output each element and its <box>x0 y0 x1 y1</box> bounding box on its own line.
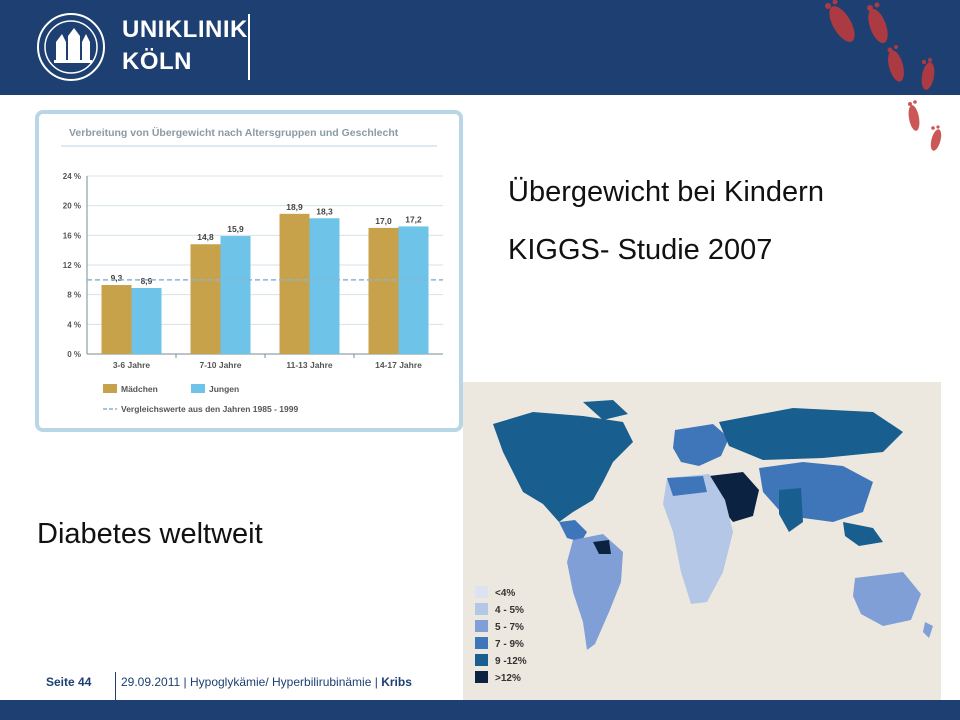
chart-bar <box>309 218 340 354</box>
map-legend-swatch <box>475 671 488 683</box>
chart-ytick-label: 24 % <box>63 172 81 181</box>
footer-topic: Hypoglykämie/ Hyperbilirubinämie <box>189 675 372 689</box>
chart-legend-swatch <box>103 384 117 393</box>
overweight-bar-chart: Verbreitung von Übergewicht nach Altersg… <box>61 126 443 414</box>
chart-ytick-label: 8 % <box>67 291 81 300</box>
slide-title-overweight: Übergewicht bei Kindern <box>508 176 824 208</box>
chart-data-label: 18,9 <box>286 202 303 212</box>
footer-info: 29.09.2011 | Hypoglykämie/ Hyperbilirubi… <box>121 675 412 689</box>
map-legend-swatch <box>475 654 488 666</box>
map-region-north-america <box>493 412 633 522</box>
map-legend-swatch <box>475 586 488 598</box>
chart-data-label: 17,0 <box>375 216 392 226</box>
map-region-south-america <box>567 534 623 650</box>
overweight-chart-panel: Verbreitung von Übergewicht nach Altersg… <box>35 110 463 432</box>
map-region-australia <box>853 572 921 626</box>
map-region-central-america <box>559 520 587 542</box>
map-region-africa <box>663 474 733 604</box>
logo-wordmark: UNIKLINIK KÖLN <box>122 14 248 78</box>
chart-bar <box>398 226 429 354</box>
chart-bar <box>131 287 162 354</box>
map-region-arctic-canada <box>583 400 628 420</box>
map-legend-label: 4 - 5% <box>495 605 524 616</box>
chart-xtick-label: 14-17 Jahre <box>375 360 422 370</box>
footer-date: 29.09.2011 <box>121 675 181 689</box>
chart-bar <box>190 244 221 354</box>
diabetes-world-map: <4% 4 - 5% 5 - 7% 7 - 9% 9 -12% >12% <box>463 382 941 700</box>
map-legend-swatch <box>475 620 488 632</box>
map-legend-label: 9 -12% <box>495 656 527 667</box>
chart-ytick-label: 0 % <box>67 350 81 359</box>
logo-line-1: UNIKLINIK <box>122 16 248 43</box>
footer-sep-2: | <box>374 675 378 689</box>
map-region-europe <box>673 424 729 466</box>
chart-data-label: 17,2 <box>405 214 422 224</box>
footer-bar <box>0 700 960 720</box>
map-region-india <box>779 488 803 532</box>
chart-ytick-label: 20 % <box>63 202 81 211</box>
header-bar: UNIKLINIK KÖLN <box>0 0 960 95</box>
chart-legend-label: Jungen <box>209 384 239 394</box>
chart-ytick-label: 4 % <box>67 320 81 329</box>
chart-bar <box>220 236 251 354</box>
world-map-graphic: <4% 4 - 5% 5 - 7% 7 - 9% 9 -12% >12% <box>463 382 941 700</box>
slide-title-study: KIGGS- Studie 2007 <box>508 234 773 266</box>
chart-data-label: 14,8 <box>197 232 214 242</box>
chart-legend-label: Mädchen <box>121 384 158 394</box>
map-legend-label: >12% <box>495 673 521 684</box>
chart-bar <box>101 285 132 354</box>
footer-page-number: Seite 44 <box>46 675 92 689</box>
map-region-new-zealand <box>923 622 933 638</box>
chart-data-label: 15,9 <box>227 224 244 234</box>
map-legend-label: <4% <box>495 588 515 599</box>
footer-author: Kribs <box>381 675 412 689</box>
footprints-decoration <box>825 0 942 151</box>
map-legend-label: 5 - 7% <box>495 622 524 633</box>
map-region-indonesia <box>843 522 883 546</box>
chart-xtick-label: 3-6 Jahre <box>113 360 151 370</box>
chart-xtick-label: 7-10 Jahre <box>199 360 241 370</box>
chart-data-label: 8,9 <box>141 276 153 286</box>
map-region-north-africa <box>667 476 707 496</box>
map-legend-label: 7 - 9% <box>495 639 524 650</box>
university-seal-logo <box>37 13 105 81</box>
logo-divider <box>248 14 250 80</box>
chart-legend-ref-label: Vergleichswerte aus den Jahren 1985 - 19… <box>121 404 298 414</box>
chart-title: Verbreitung von Übergewicht nach Altersg… <box>69 126 399 139</box>
map-region-north-asia <box>719 408 903 460</box>
chart-data-label: 18,3 <box>316 206 333 216</box>
logo-line-2: KÖLN <box>122 48 192 75</box>
chart-xtick-label: 11-13 Jahre <box>286 360 333 370</box>
map-region-middle-east <box>709 472 759 522</box>
footer-sep-1: | <box>183 675 187 689</box>
chart-data-label: 9,3 <box>111 273 123 283</box>
chart-ytick-label: 16 % <box>63 231 81 240</box>
map-legend-swatch <box>475 603 488 615</box>
footer-divider <box>115 672 116 720</box>
chart-legend-swatch <box>191 384 205 393</box>
chart-ytick-label: 12 % <box>63 261 81 270</box>
map-region-caribbean <box>593 540 611 554</box>
chart-bar <box>368 227 399 354</box>
map-legend-swatch <box>475 637 488 649</box>
chart-bar <box>279 213 310 354</box>
slide-title-diabetes: Diabetes weltweit <box>37 518 263 550</box>
